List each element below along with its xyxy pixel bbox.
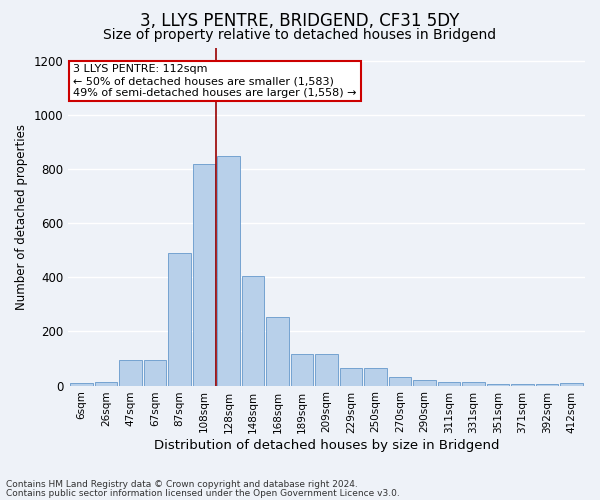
- Bar: [144, 360, 166, 386]
- Text: 3 LLYS PENTRE: 112sqm
← 50% of detached houses are smaller (1,583)
49% of semi-d: 3 LLYS PENTRE: 112sqm ← 50% of detached …: [73, 64, 357, 98]
- Bar: [242, 276, 265, 386]
- Bar: [70, 383, 93, 386]
- Bar: [364, 368, 387, 386]
- Bar: [536, 384, 559, 386]
- Bar: [266, 316, 289, 386]
- Text: Contains HM Land Registry data © Crown copyright and database right 2024.: Contains HM Land Registry data © Crown c…: [6, 480, 358, 489]
- Bar: [217, 156, 240, 386]
- Bar: [389, 378, 412, 386]
- Bar: [291, 354, 313, 386]
- Bar: [462, 382, 485, 386]
- Y-axis label: Number of detached properties: Number of detached properties: [15, 124, 28, 310]
- Bar: [487, 384, 509, 386]
- Bar: [438, 382, 460, 386]
- Bar: [560, 383, 583, 386]
- Text: Contains public sector information licensed under the Open Government Licence v3: Contains public sector information licen…: [6, 490, 400, 498]
- Bar: [169, 253, 191, 386]
- Text: Size of property relative to detached houses in Bridgend: Size of property relative to detached ho…: [103, 28, 497, 42]
- Bar: [316, 354, 338, 386]
- Bar: [511, 384, 534, 386]
- Bar: [193, 164, 215, 386]
- X-axis label: Distribution of detached houses by size in Bridgend: Distribution of detached houses by size …: [154, 440, 499, 452]
- Bar: [95, 382, 118, 386]
- Bar: [119, 360, 142, 386]
- Text: 3, LLYS PENTRE, BRIDGEND, CF31 5DY: 3, LLYS PENTRE, BRIDGEND, CF31 5DY: [140, 12, 460, 30]
- Bar: [413, 380, 436, 386]
- Bar: [340, 368, 362, 386]
